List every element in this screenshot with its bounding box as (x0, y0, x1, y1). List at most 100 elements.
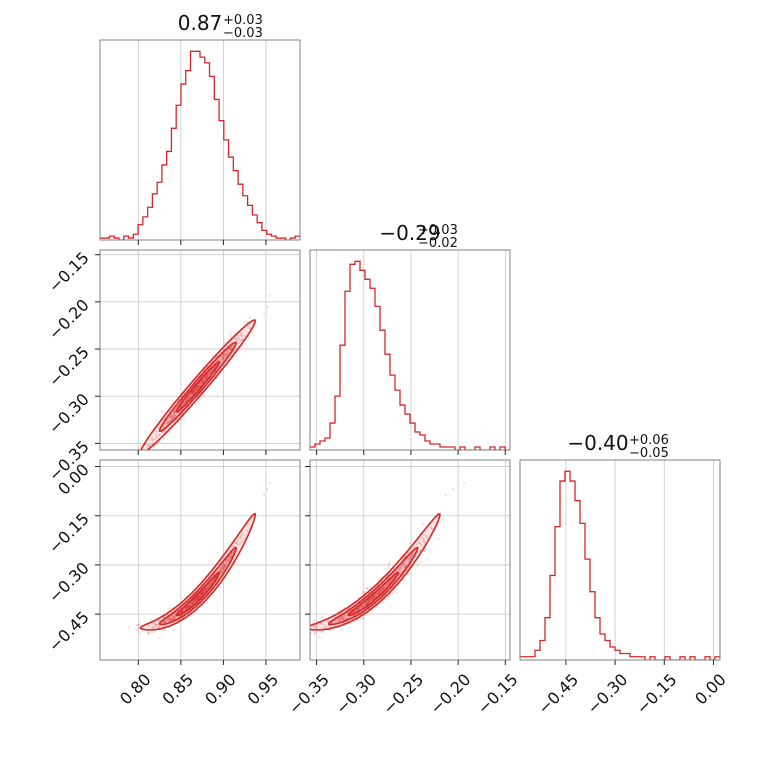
sample-point (382, 588, 385, 591)
sample-point (203, 588, 206, 591)
sample-point (223, 568, 226, 571)
panel-1-0: −0.35−0.30−0.25−0.20−0.15 (45, 248, 301, 485)
sample-point (356, 618, 360, 621)
sample-point (195, 596, 198, 599)
sample-point (418, 542, 421, 545)
sample-point (223, 353, 226, 356)
sample-point (186, 605, 189, 609)
sample-point (196, 595, 200, 598)
sample-point (195, 599, 198, 602)
sample-point (196, 597, 199, 600)
sample-point (197, 595, 201, 598)
sample-point (168, 420, 171, 423)
sample-point (170, 416, 173, 420)
sample-point (172, 628, 175, 632)
sample-point (322, 623, 325, 626)
sample-point (225, 558, 229, 561)
sample-point (220, 355, 223, 358)
sample-point (205, 375, 208, 378)
sample-point (219, 355, 222, 358)
x-tick-label: −0.20 (426, 670, 474, 718)
sample-point (372, 595, 375, 598)
sample-point (220, 570, 223, 573)
sample-point (240, 540, 244, 543)
sample-point (186, 606, 189, 609)
sample-point (151, 630, 154, 634)
title-3-minus: −0.05 (629, 446, 669, 461)
sample-point (224, 564, 227, 567)
sample-point (362, 605, 365, 608)
sample-point (241, 338, 244, 341)
panel-frame (99, 39, 301, 241)
sample-point (312, 632, 316, 635)
sample-point (415, 543, 419, 546)
contour-line-1 (310, 512, 441, 631)
sample-point (199, 592, 202, 595)
panel-content (137, 294, 271, 450)
sample-point (419, 543, 422, 546)
sample-point (190, 390, 194, 393)
sample-point (315, 624, 319, 627)
sample-point (402, 564, 405, 567)
sample-point (151, 626, 154, 630)
sample-point (206, 586, 210, 589)
sample-point (201, 590, 204, 593)
sample-point (196, 596, 200, 600)
sample-point (171, 417, 175, 420)
sample-point (387, 565, 390, 568)
sample-point (226, 559, 229, 562)
sample-point (411, 552, 414, 555)
sample-point (382, 586, 385, 589)
sample-point (369, 598, 372, 602)
sample-point (373, 595, 376, 599)
sample-point (231, 546, 234, 549)
sample-point (226, 352, 229, 356)
sample-point (172, 416, 176, 419)
sample-point (189, 393, 192, 396)
sample-point (158, 619, 161, 622)
sample-point (160, 624, 163, 628)
sample-point (367, 601, 370, 604)
sample-point (195, 596, 198, 599)
sample-point (233, 545, 237, 548)
sample-point (211, 580, 214, 583)
sample-point (197, 385, 200, 388)
sample-point (172, 417, 175, 420)
sample-point (170, 415, 173, 418)
sample-point (217, 357, 220, 360)
sample-point (167, 420, 170, 423)
sample-point (166, 421, 169, 424)
sample-point (367, 600, 370, 603)
sample-point (224, 560, 227, 563)
sample-point (339, 619, 342, 622)
sample-point (197, 595, 200, 598)
sample-point (220, 360, 223, 363)
panel-2-0: 0.80 0.85 0.90 0.95−0.45−0.30−0.150.00 (45, 459, 301, 709)
sample-point (387, 582, 390, 586)
sample-point (387, 582, 390, 585)
sample-point (205, 374, 209, 378)
sample-point (378, 591, 381, 594)
sample-point (168, 617, 171, 621)
x-tick-label: −0.25 (379, 670, 427, 718)
sample-point (376, 592, 379, 595)
sample-point (221, 564, 224, 567)
sample-point (195, 385, 198, 388)
sample-point (227, 350, 230, 353)
sample-point (194, 599, 197, 602)
sample-point (211, 580, 214, 583)
x-tick-label: 0.85 (159, 670, 198, 709)
sample-point (221, 356, 224, 359)
sample-point (356, 596, 359, 600)
sample-point (377, 591, 380, 594)
sample-point (230, 553, 234, 556)
sample-point (193, 598, 196, 601)
sample-point (193, 389, 196, 392)
sample-point (197, 596, 200, 600)
sample-point (185, 606, 188, 609)
sample-point (362, 615, 365, 619)
sample-point (171, 614, 174, 617)
sample-point (163, 621, 166, 624)
sample-point (198, 594, 201, 597)
sample-point (315, 626, 318, 630)
